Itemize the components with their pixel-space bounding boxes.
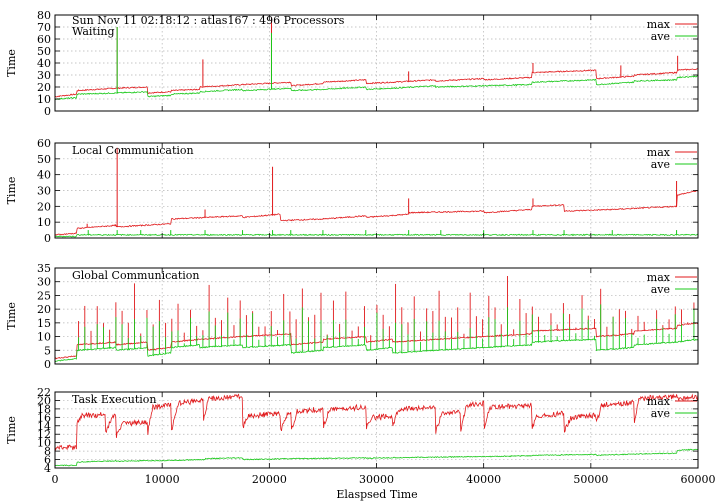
x-tick-label: 10000 bbox=[145, 473, 180, 486]
x-tick-label: 20000 bbox=[252, 473, 287, 486]
legend-label-max: max bbox=[647, 271, 671, 284]
x-tick-label: 60000 bbox=[681, 473, 716, 486]
y-tick-label: 15 bbox=[37, 317, 51, 330]
y-tick-label: 30 bbox=[37, 69, 51, 82]
y-tick-label: 14 bbox=[37, 420, 51, 433]
y-tick-label: 0 bbox=[44, 105, 51, 118]
legend-label-ave: ave bbox=[651, 407, 670, 420]
y-tick-label: 40 bbox=[37, 169, 51, 182]
panel-title: Task Execution bbox=[72, 393, 156, 406]
y-tick-label: 50 bbox=[37, 153, 51, 166]
x-tick-label: 40000 bbox=[466, 473, 501, 486]
y-tick-label: 30 bbox=[37, 185, 51, 198]
series-ave-line bbox=[54, 75, 699, 101]
y-tick-label: 6 bbox=[44, 454, 51, 467]
y-tick-label: 0 bbox=[44, 358, 51, 371]
y-tick-label: 16 bbox=[37, 411, 51, 424]
y-tick-label: 18 bbox=[37, 403, 51, 416]
y-tick-label: 10 bbox=[37, 93, 51, 106]
y-axis-label: Time bbox=[5, 177, 18, 205]
legend-label-ave: ave bbox=[651, 158, 670, 171]
y-axis-label: Time bbox=[5, 302, 18, 330]
y-tick-label: 20 bbox=[37, 200, 51, 213]
x-tick-label: 0 bbox=[52, 473, 59, 486]
y-tick-label: 60 bbox=[37, 137, 51, 150]
x-tick-label: 30000 bbox=[359, 473, 394, 486]
y-tick-label: 22 bbox=[37, 386, 51, 399]
panel-title: Waiting bbox=[72, 25, 115, 38]
legend-label-max: max bbox=[647, 146, 671, 159]
series-max-line bbox=[54, 68, 699, 98]
y-tick-label: 4 bbox=[44, 462, 51, 475]
y-tick-label: 70 bbox=[37, 21, 51, 34]
y-axis-label: Time bbox=[5, 416, 18, 444]
figure-header: Sun Nov 11 02:18:12 : atlas167 : 496 Pro… bbox=[72, 14, 345, 27]
y-tick-label: 10 bbox=[37, 216, 51, 229]
series-ave-line bbox=[54, 448, 699, 467]
y-tick-label: 40 bbox=[37, 57, 51, 70]
legend-label-ave: ave bbox=[651, 283, 670, 296]
legend-label-max: max bbox=[647, 18, 671, 31]
y-tick-label: 10 bbox=[37, 331, 51, 344]
y-axis-label: Time bbox=[5, 49, 18, 77]
y-tick-label: 30 bbox=[37, 276, 51, 289]
y-tick-label: 20 bbox=[37, 81, 51, 94]
legend-label-ave: ave bbox=[651, 30, 670, 43]
panels: maxave01020304050607080TimeWaitingmaxave… bbox=[5, 9, 716, 486]
y-tick-label: 8 bbox=[44, 445, 51, 458]
legend-label-max: max bbox=[647, 395, 671, 408]
y-tick-label: 12 bbox=[37, 428, 51, 441]
panel-title: Global Communication bbox=[72, 269, 200, 282]
series-max-line bbox=[54, 189, 699, 236]
y-tick-label: 80 bbox=[37, 9, 51, 22]
y-tick-label: 35 bbox=[37, 262, 51, 275]
y-tick-label: 50 bbox=[37, 45, 51, 58]
series-ave-line bbox=[54, 338, 699, 362]
x-tick-label: 50000 bbox=[573, 473, 608, 486]
y-tick-label: 25 bbox=[37, 289, 51, 302]
y-tick-label: 0 bbox=[44, 232, 51, 245]
y-tick-label: 60 bbox=[37, 33, 51, 46]
y-tick-label: 5 bbox=[44, 344, 51, 357]
x-axis-label: Elaspsed Time bbox=[336, 488, 417, 501]
y-tick-label: 20 bbox=[37, 303, 51, 316]
y-tick-label: 10 bbox=[37, 437, 51, 450]
panel-title: Local Communication bbox=[72, 144, 194, 157]
series-max-line bbox=[54, 393, 699, 451]
y-tick-label: 20 bbox=[37, 394, 51, 407]
